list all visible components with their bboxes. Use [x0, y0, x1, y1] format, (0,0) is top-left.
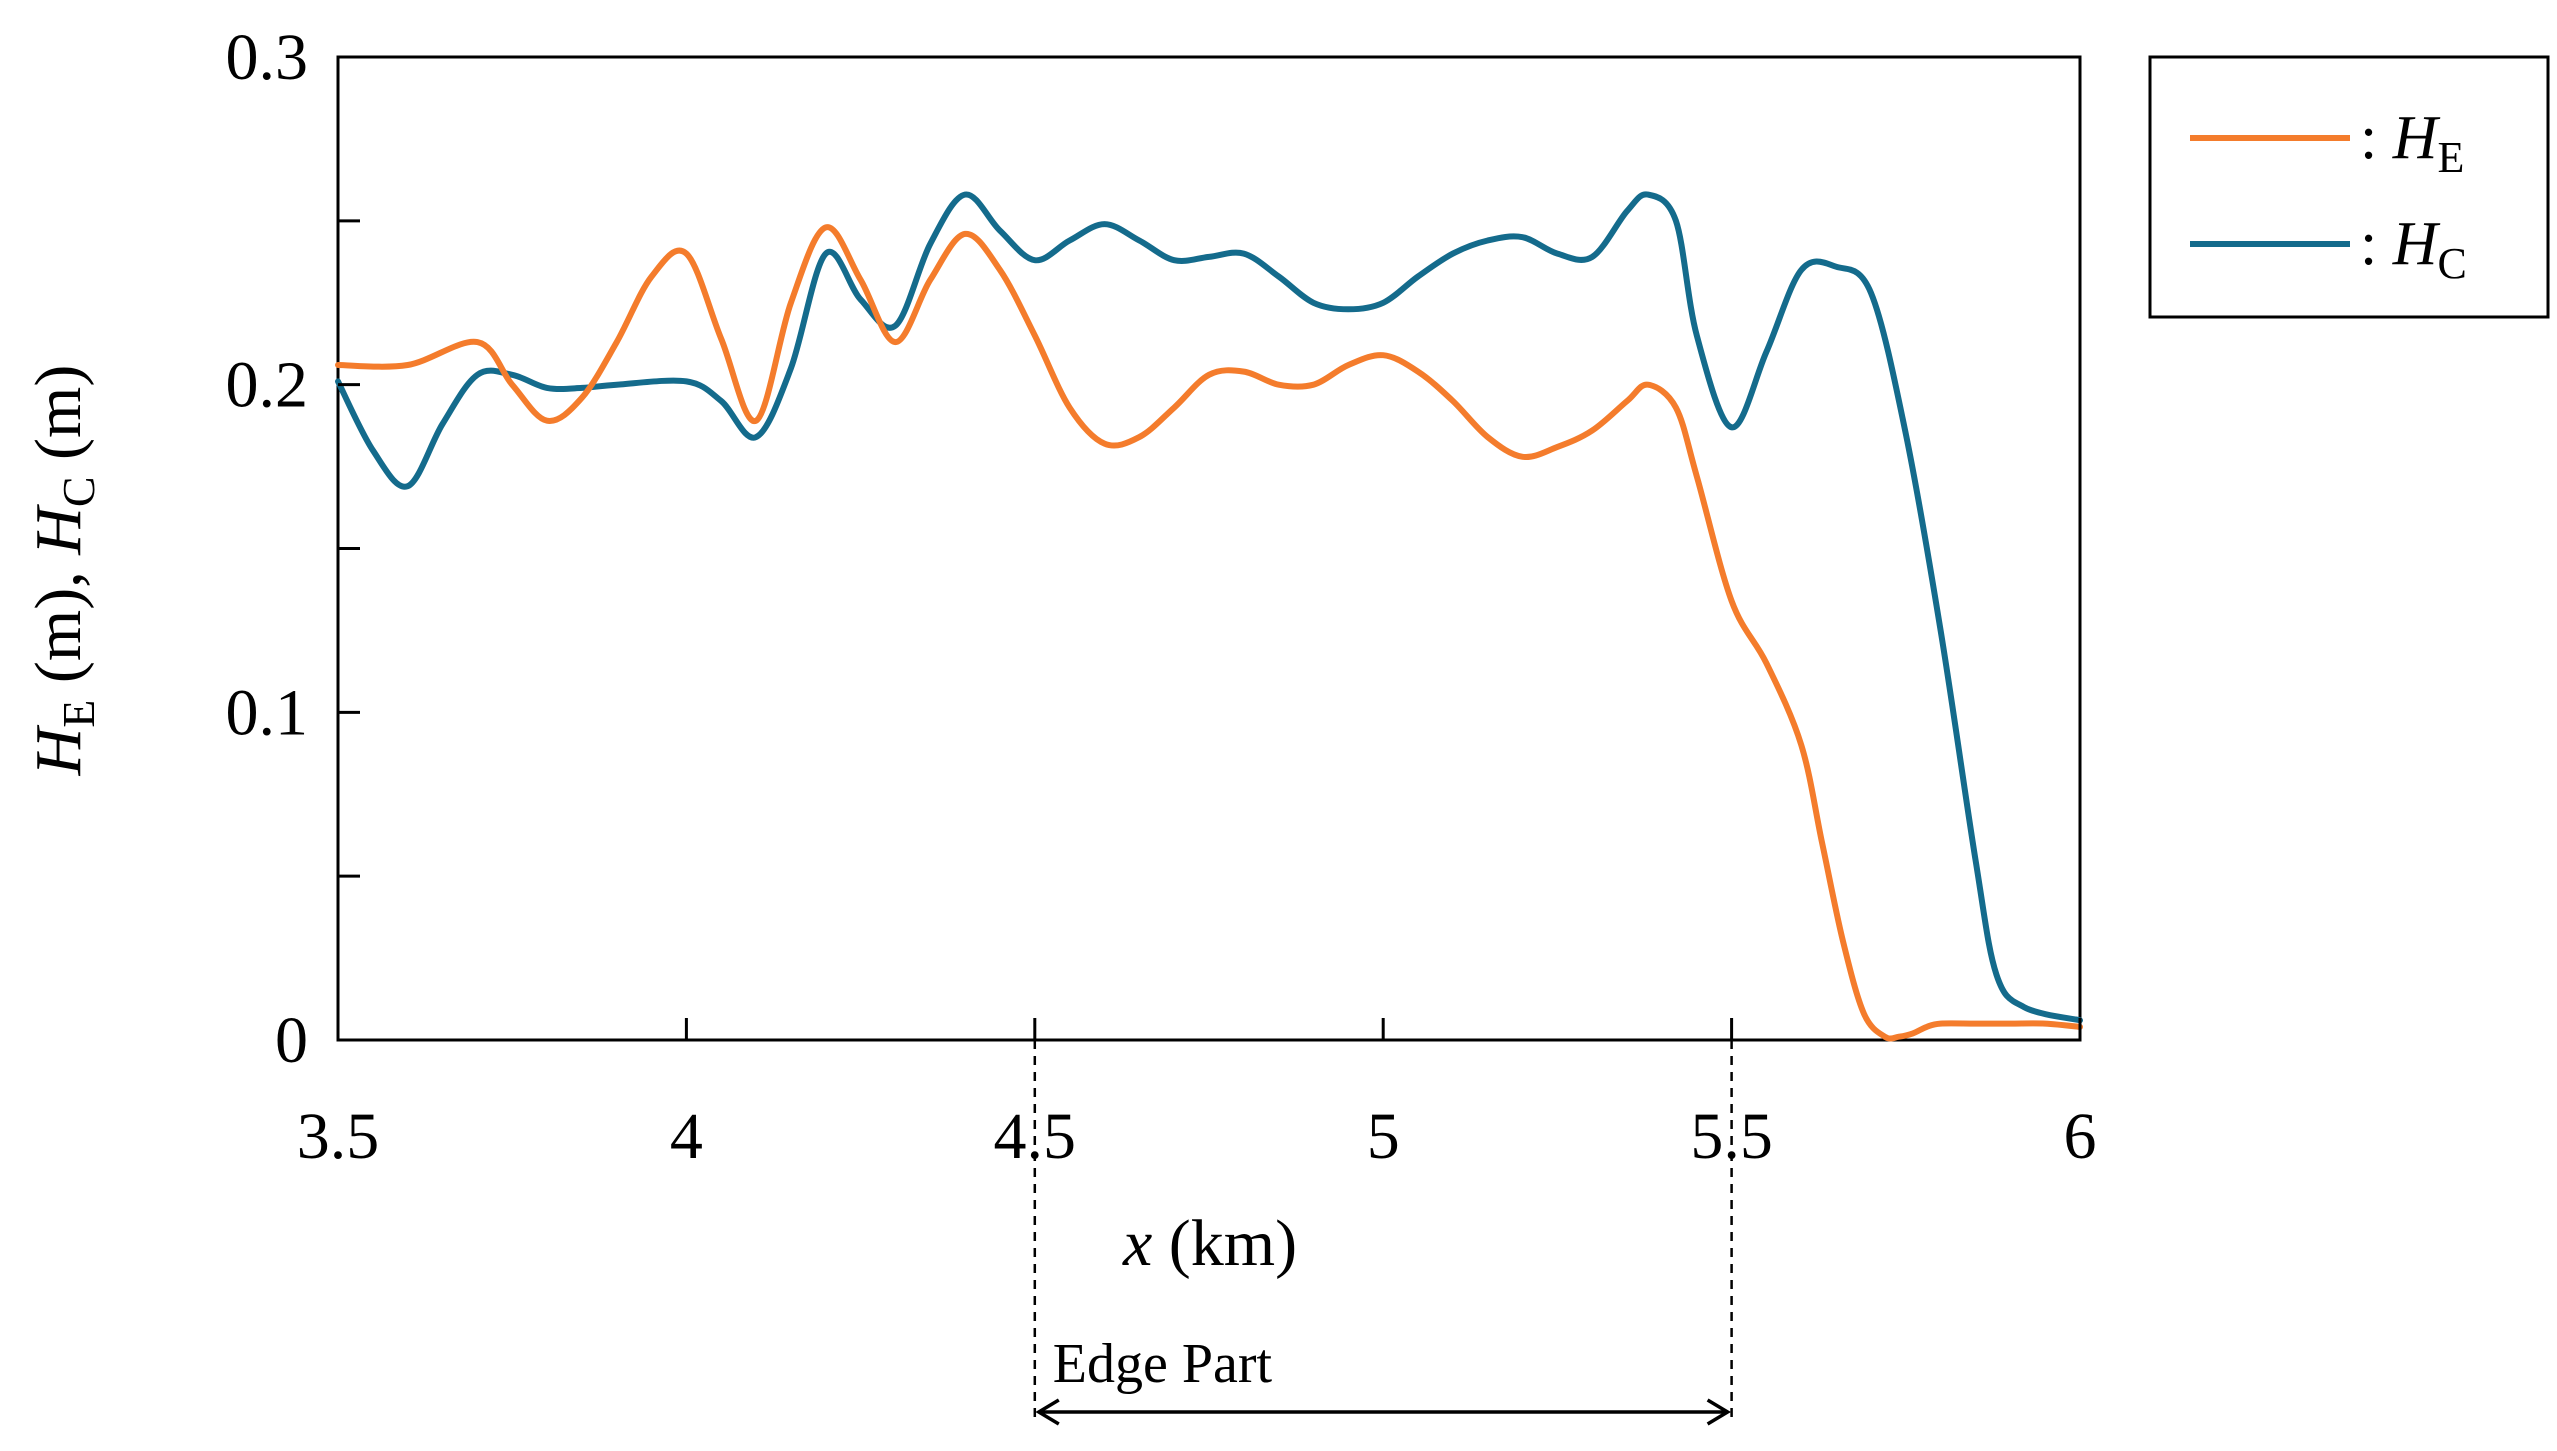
y-tick-label: 0.2 [226, 349, 309, 422]
series-layer [335, 191, 2083, 1042]
x-tick-label: 4 [670, 1100, 703, 1173]
y-axis-title: HE (m), HC (m) [22, 365, 104, 777]
legend-label-h-e: : HE [2360, 104, 2464, 182]
series-line-h-c [335, 191, 2083, 1024]
legend-label-h-c: : HC [2360, 210, 2467, 288]
plot-area [336, 55, 2082, 1042]
edge-part-label: Edge Part [1053, 1333, 1273, 1395]
x-axis-title: x (km) [1122, 1207, 1297, 1280]
x-tick-label: 3.5 [297, 1100, 380, 1173]
edge-part-annotation: Edge Part [1033, 1040, 1733, 1426]
plot-frame [336, 55, 2082, 1042]
legend-box [2148, 55, 2550, 319]
y-tick-label: 0 [275, 1004, 308, 1077]
y-tick-label: 0.3 [226, 21, 309, 94]
legend: : HE : HC [2148, 55, 2550, 319]
x-tick-label: 5 [1367, 1100, 1400, 1173]
y-tick-label: 0.1 [226, 676, 309, 749]
series-line-h-e [335, 224, 2083, 1042]
y-axis-ticks: 0 0.1 0.2 0.3 [226, 21, 360, 1077]
edge-part-arrowhead-right [1706, 1398, 1732, 1426]
edge-part-arrowhead-left [1035, 1398, 1060, 1426]
x-tick-label: 6 [2064, 1100, 2097, 1173]
